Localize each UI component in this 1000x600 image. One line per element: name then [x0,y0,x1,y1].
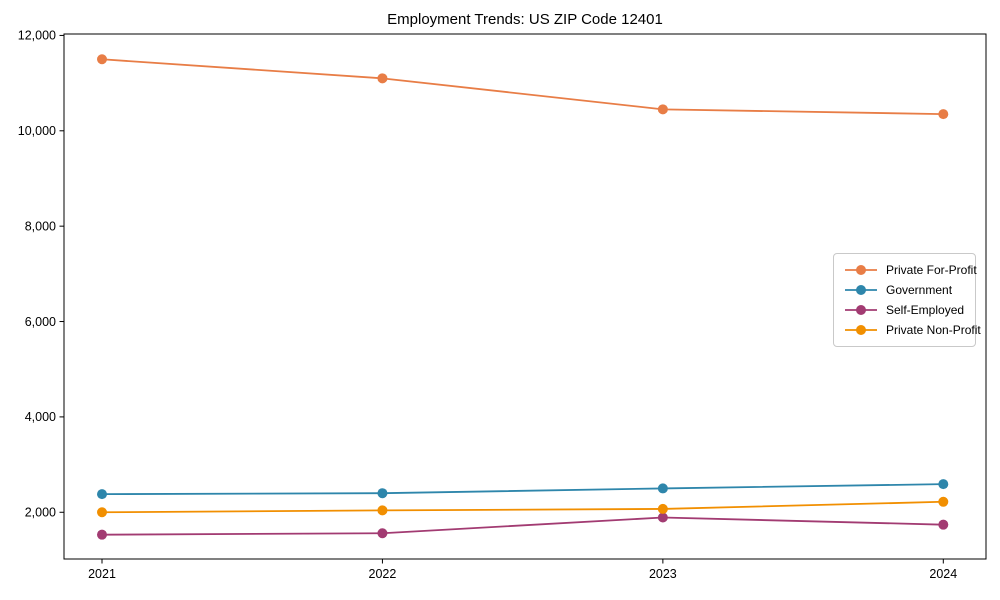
axes-spines [63,33,987,560]
legend-label: Government [886,283,953,297]
series-line [101,483,944,496]
series-line [101,500,944,514]
legend-item: Self-Employed [844,300,967,320]
series-line [101,58,944,116]
y-tick-label: 8,000 [25,219,56,233]
data-point-marker-icon [377,528,388,539]
series-line [101,516,944,536]
data-point-marker-icon [97,529,107,540]
legend: Private For-Profit Government Self-Employe… [833,253,981,347]
legend-marker-icon [845,305,877,315]
x-tick-label: 2023 [649,567,677,581]
legend-label: Private For-Profit [886,263,977,277]
data-point-marker-icon [657,512,668,523]
data-point-marker-icon [657,104,668,115]
data-point-marker-icon [938,479,949,490]
legend-item: Private Non-Profit [844,320,981,340]
data-point-marker-icon [938,519,949,530]
chart-title: Employment Trends: US ZIP Code 12401 [387,11,663,28]
legend-item: Government [844,280,967,300]
data-point-marker-icon [657,503,668,514]
y-tick-label: 2,000 [25,506,56,520]
legend-label: Private Non-Profit [886,323,981,337]
x-tick-label: 2024 [929,567,957,581]
data-point-marker-icon [377,505,388,516]
data-point-marker-icon [377,73,388,84]
legend-marker-icon [845,285,877,295]
data-point-marker-icon [97,54,107,65]
x-tick-label: 2022 [369,567,397,581]
y-tick-label: 4,000 [25,410,56,424]
y-tick-label: 10,000 [18,124,56,138]
y-tick-label: 6,000 [25,315,56,329]
legend-label: Self-Employed [886,303,965,317]
legend-marker-icon [845,325,877,335]
y-tick-label: 12,000 [18,29,56,43]
data-point-marker-icon [938,496,949,507]
data-point-marker-icon [377,488,388,499]
legend-item: Private For-Profit [844,260,977,280]
data-point-marker-icon [657,483,668,494]
legend-marker-icon [845,265,877,275]
data-point-marker-icon [97,507,107,518]
data-point-marker-icon [938,109,949,120]
x-tick-label: 2021 [88,567,116,581]
data-point-marker-icon [97,489,107,500]
